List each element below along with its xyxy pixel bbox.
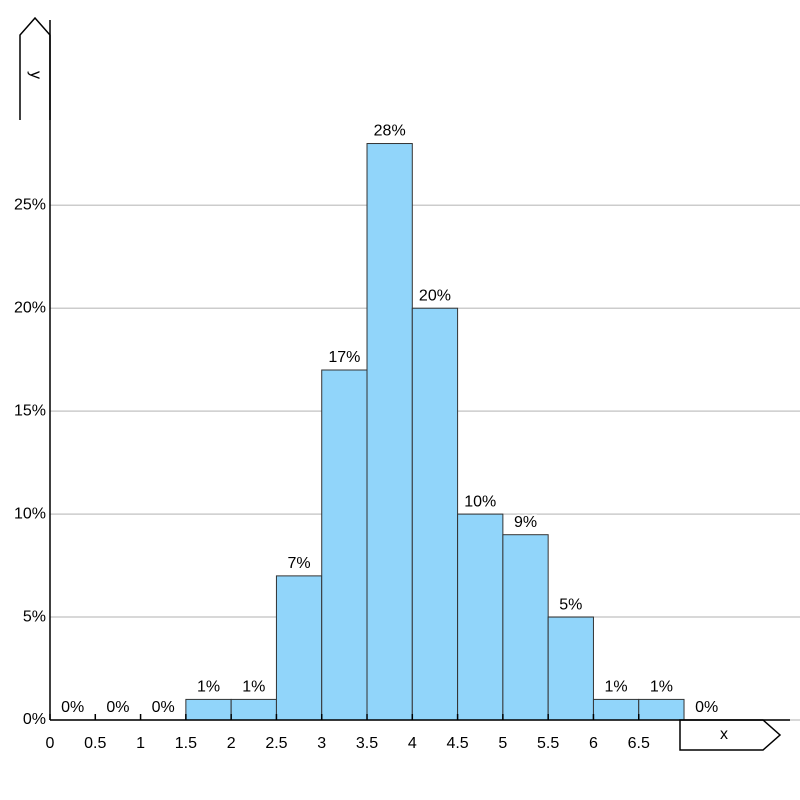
value-label: 1% xyxy=(650,679,673,696)
value-label: 17% xyxy=(328,349,360,366)
value-label: 10% xyxy=(464,493,496,510)
value-label: 28% xyxy=(374,123,406,140)
x-tick-label: 0.5 xyxy=(84,735,106,752)
value-label: 5% xyxy=(559,596,582,613)
x-tick-label: 1 xyxy=(136,735,145,752)
x-tick-label: 6.5 xyxy=(628,735,650,752)
bar xyxy=(185,698,232,721)
bars xyxy=(185,143,685,721)
value-label: 20% xyxy=(419,287,451,304)
value-label: 9% xyxy=(514,514,537,531)
bar xyxy=(638,698,685,721)
x-tick-label: 2.5 xyxy=(265,735,287,752)
x-tick-label: 3 xyxy=(317,735,326,752)
bar xyxy=(321,369,368,721)
bar xyxy=(411,307,459,721)
value-label: 1% xyxy=(605,679,628,696)
bar xyxy=(366,143,413,721)
y-tick-label: 20% xyxy=(14,299,46,316)
y-tick-label: 10% xyxy=(14,505,46,522)
x-tick-label: 5.5 xyxy=(537,735,559,752)
value-label: 1% xyxy=(242,679,265,696)
x-axis-label: x xyxy=(720,726,728,743)
bar xyxy=(457,513,504,721)
bar xyxy=(547,616,594,721)
x-tick-label: 3.5 xyxy=(356,735,378,752)
value-label: 0% xyxy=(695,699,718,716)
x-tick-label: 1.5 xyxy=(175,735,197,752)
bar xyxy=(275,575,323,721)
value-label: 0% xyxy=(152,699,175,716)
x-tick-label: 0 xyxy=(46,735,55,752)
bar xyxy=(502,534,549,721)
y-tick-label: 0% xyxy=(23,711,46,728)
x-tick-label: 6 xyxy=(589,735,598,752)
y-axis-label: y xyxy=(27,71,44,79)
y-tick-label: 25% xyxy=(14,197,46,214)
value-label: 0% xyxy=(61,699,84,716)
x-tick-label: 4.5 xyxy=(446,735,468,752)
y-tick-label: 15% xyxy=(14,402,46,419)
value-label: 7% xyxy=(288,555,311,572)
y-tick-label: 5% xyxy=(23,608,46,625)
x-tick-label: 5 xyxy=(498,735,507,752)
bar xyxy=(592,698,640,721)
x-tick-label: 2 xyxy=(227,735,236,752)
bar xyxy=(230,698,277,721)
x-tick-label: 4 xyxy=(408,735,417,752)
x-axis-label-box xyxy=(679,719,782,751)
value-label: 0% xyxy=(106,699,129,716)
value-label: 1% xyxy=(197,679,220,696)
y-axis-label-box xyxy=(19,16,51,120)
